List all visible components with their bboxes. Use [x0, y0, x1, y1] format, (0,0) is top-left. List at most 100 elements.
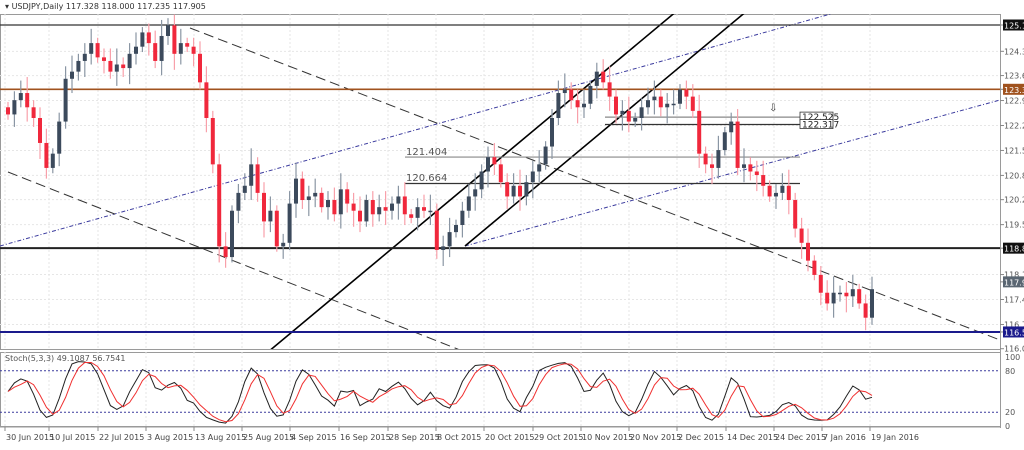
lower-downtrend-dashed-line[interactable] [7, 171, 460, 350]
candle-body [473, 189, 478, 197]
price-axis-label: 121.590 [1004, 146, 1024, 155]
candle-body [377, 207, 382, 215]
time-axis-label: 4 Sep 2015 [291, 433, 337, 442]
price-badge-123.305 [1003, 83, 1024, 95]
upper-channel-line[interactable] [0, 3, 870, 247]
candle-body [588, 85, 593, 104]
time-axis-label: 13 Aug 2015 [195, 433, 246, 442]
candle-body [639, 107, 644, 119]
candle-body [198, 53, 202, 83]
candle-body [530, 171, 535, 183]
candle-body [575, 100, 580, 108]
candle-body [127, 53, 132, 69]
candle-body [185, 43, 190, 47]
candle-body [262, 192, 266, 222]
candle-body [6, 107, 10, 115]
price-badge-118.850 [1003, 242, 1024, 254]
candle-body [466, 196, 471, 211]
downtrend-dashed-line[interactable] [189, 27, 1000, 341]
candle-body [543, 146, 548, 165]
candle-body [236, 192, 241, 211]
candle-body [454, 224, 458, 233]
candle-body [409, 214, 414, 218]
candle-body [710, 164, 714, 168]
candle-body [774, 192, 778, 197]
candle-body [486, 157, 490, 172]
time-axis-label: 30 Jun 2015 [6, 433, 54, 442]
candle-body [402, 196, 407, 215]
candle-body [582, 103, 586, 108]
candle-body [50, 153, 55, 168]
candle-body [780, 185, 785, 193]
price-axis-label: 119.510 [1004, 221, 1024, 230]
candle-body [422, 207, 426, 211]
price-axis-label: 118.850 [1004, 245, 1024, 254]
candle-body [415, 207, 420, 218]
candle-body [498, 164, 503, 183]
collapse-triangle-icon[interactable]: ▾ [5, 2, 10, 11]
candle-body [18, 93, 23, 101]
rising-channel-line-1[interactable] [268, 0, 690, 352]
candle-body [300, 178, 305, 201]
candle-body [601, 71, 606, 83]
candle-body [159, 35, 164, 61]
candle-body [345, 189, 350, 204]
candle-body [95, 43, 100, 58]
time-axis-label: 10 Nov 2015 [582, 433, 633, 442]
candle-body [319, 192, 324, 208]
candle-body [844, 292, 849, 297]
stoch-axis-label: 100 [1005, 353, 1020, 362]
stoch-axis-label: 0 [1005, 422, 1010, 431]
candle-body [614, 96, 618, 115]
candle-body [678, 89, 682, 104]
price-axis-label: 124.370 [1004, 47, 1024, 56]
stoch-axis-label: 80 [1005, 367, 1015, 376]
candle-body [633, 118, 638, 122]
symbol-label: USDJPY,Daily [11, 2, 64, 11]
candle-body [76, 60, 81, 72]
candle-body [281, 242, 286, 247]
lower-channel-line[interactable] [464, 99, 1000, 247]
stoch-axis-label: 20 [1005, 408, 1015, 417]
down-arrow-icon: ⇩ [769, 103, 777, 114]
candle-body [121, 64, 126, 69]
candle-body [799, 228, 804, 243]
price-axis-label: 123.305 [1004, 86, 1024, 95]
candle-body [428, 210, 433, 213]
candle-body [665, 103, 670, 108]
candle-body [761, 175, 766, 186]
level-box-122.317 [799, 119, 834, 129]
candle-body [306, 196, 311, 201]
time-axis-label: 29 Oct 2015 [534, 433, 583, 442]
time-axis-label: 28 Sep 2015 [389, 433, 440, 442]
candle-body [249, 164, 254, 186]
rising-channel-line-2[interactable] [464, 0, 760, 247]
candle-body [607, 82, 612, 97]
candle-body [370, 200, 375, 215]
candle-body [230, 210, 234, 258]
price-axis-label: 116.500 [1004, 328, 1024, 337]
candle-body [287, 203, 292, 243]
candle-body [838, 292, 842, 295]
candle-body [550, 118, 554, 147]
candle-body [671, 103, 676, 106]
candle-body [569, 89, 574, 101]
level-box-text-122.525: 122.525 [802, 113, 839, 123]
stochastic-plot [0, 361, 1000, 424]
time-axis-label: 7 Jan 2016 [823, 433, 866, 442]
candle-body [735, 121, 740, 168]
candle-body [89, 43, 94, 54]
candle-body [460, 210, 465, 225]
candle-body [172, 25, 177, 54]
candle-body [82, 53, 87, 61]
price-axis-label: 117.905 [1004, 278, 1024, 287]
candle-body [63, 78, 68, 122]
time-axis-label: 10 Jul 2015 [50, 433, 95, 442]
candle-body [594, 71, 599, 86]
candle-body [857, 289, 862, 304]
stoch-main-line [7, 361, 873, 424]
candle-body [255, 164, 260, 193]
candle-body [818, 274, 823, 293]
price-axis-label: 122.290 [1004, 121, 1024, 130]
